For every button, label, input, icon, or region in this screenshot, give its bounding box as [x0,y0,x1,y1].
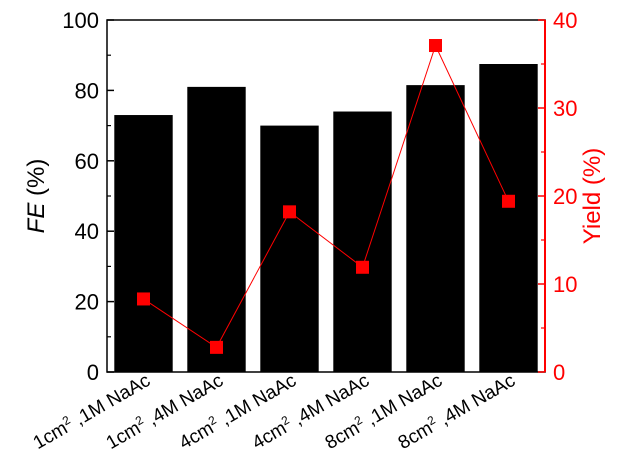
fe-bar [114,115,173,372]
right-tick-label: 30 [553,96,577,121]
right-tick-label: 40 [553,8,577,33]
fe-bar [187,86,246,372]
yield-marker [356,260,369,274]
yield-marker [502,194,515,208]
left-tick-label: 40 [75,219,99,244]
right-axis-title: Yield (%) [579,148,606,244]
right-tick-label: 0 [553,360,565,385]
left-tick-label: 80 [75,78,99,103]
category-label: 8cm2 ,4M NaAc [394,368,519,454]
right-tick-label: 20 [553,184,577,209]
yield-marker [283,205,296,219]
right-tick-label: 10 [553,272,577,297]
yield-marker [429,39,442,53]
yield-series [137,39,515,354]
left-axis-title-italic: FE [23,202,50,234]
fe-bars [114,64,538,373]
left-tick-label: 60 [75,149,99,174]
fe-bar [333,111,392,373]
left-tick-label: 100 [62,8,99,33]
yield-marker [210,340,223,354]
left-axis-title: FE (%) [23,159,50,234]
fe-bar [479,64,538,372]
yield-line [143,44,509,349]
fe-bar [406,85,465,373]
left-axis-title-rest: (%) [23,159,50,203]
left-tick-label: 0 [87,360,99,385]
left-tick-label: 20 [75,290,99,315]
yield-marker [137,292,150,306]
left-axis: 0 20 40 60 80 100 [62,8,114,385]
right-axis: 0 10 20 30 40 [538,8,577,385]
